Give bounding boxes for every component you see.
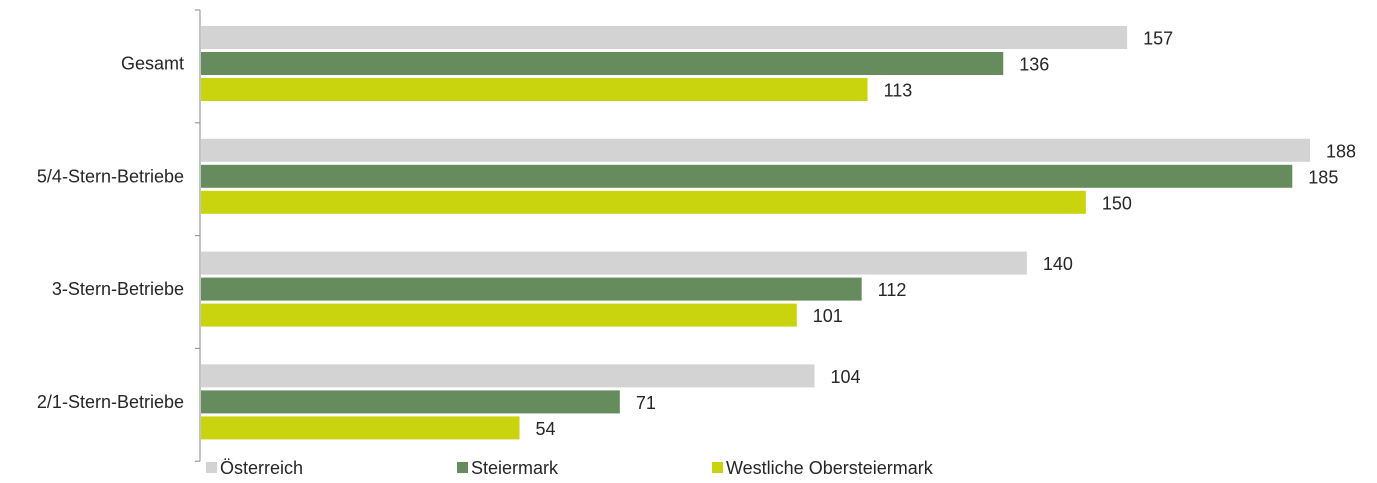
bar-value-label: 71	[636, 393, 656, 413]
bar-value-label: 150	[1102, 193, 1132, 213]
category-label: 2/1-Stern-Betriebe	[37, 392, 184, 412]
legend: Österreich Steiermark Westliche Obersteier…	[206, 458, 934, 478]
bar	[201, 277, 862, 301]
bar-value-label: 113	[884, 81, 913, 101]
legend-swatch	[206, 462, 217, 473]
legend-entry: Steiermark	[471, 458, 559, 478]
category-label: Gesamt	[121, 54, 184, 74]
bar	[201, 138, 1310, 162]
legend-swatch	[712, 462, 723, 473]
legend-entry: Westliche Obersteiermark	[726, 458, 934, 478]
category-label: 5/4-Stern-Betriebe	[37, 166, 184, 186]
bar	[201, 52, 1004, 75]
bars	[201, 26, 1310, 440]
bar	[201, 303, 797, 327]
bar-value-label: 157	[1143, 29, 1173, 49]
bar	[201, 364, 815, 388]
bar-value-label: 185	[1308, 167, 1338, 187]
bar	[201, 416, 520, 440]
bar-value-label: 136	[1019, 55, 1049, 75]
bar-value-label: 101	[813, 306, 843, 326]
bar-value-label: 188	[1326, 141, 1356, 161]
legend-entry: Österreich	[220, 458, 303, 478]
bar-value-label: 140	[1043, 254, 1073, 274]
bar	[201, 78, 868, 101]
bar	[201, 190, 1086, 214]
bar	[201, 251, 1027, 275]
y-axis	[195, 9, 201, 462]
bar-value-label: 112	[878, 280, 907, 300]
bar-value-label: 54	[536, 419, 556, 439]
category-labels: Gesamt 5/4-Stern-Betriebe 3-Stern-Betriebe…	[37, 54, 184, 412]
bar	[201, 390, 620, 414]
bar	[201, 164, 1293, 188]
bar	[201, 26, 1128, 49]
value-labels: 157 136 113 188 185 150 140 112 101 104 71 54	[536, 29, 1357, 439]
legend-swatch	[457, 462, 468, 473]
category-label: 3-Stern-Betriebe	[52, 279, 184, 299]
bar-value-label: 104	[830, 367, 860, 387]
